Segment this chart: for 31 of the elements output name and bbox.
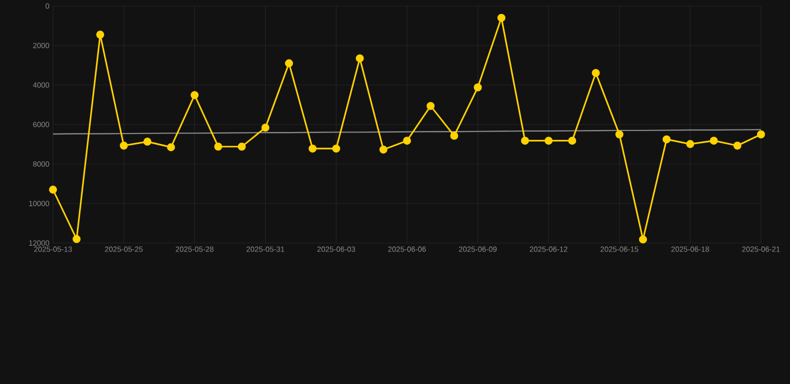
point xyxy=(143,138,152,146)
point xyxy=(190,91,199,100)
point xyxy=(521,136,529,145)
point xyxy=(639,235,647,244)
point xyxy=(710,136,718,145)
point xyxy=(450,132,458,140)
point xyxy=(356,54,364,62)
point xyxy=(379,146,388,154)
point xyxy=(214,142,222,151)
point xyxy=(96,30,104,39)
point xyxy=(474,83,482,92)
point xyxy=(497,14,506,22)
point xyxy=(238,142,246,151)
point xyxy=(120,142,128,150)
point xyxy=(686,140,694,148)
point xyxy=(49,186,57,194)
point xyxy=(332,144,340,153)
point xyxy=(285,59,293,68)
point xyxy=(167,143,176,152)
point xyxy=(261,124,270,132)
point xyxy=(403,136,411,145)
point xyxy=(615,130,624,138)
point xyxy=(544,136,553,145)
point xyxy=(733,142,742,150)
point xyxy=(426,102,435,110)
point xyxy=(592,68,600,77)
point xyxy=(308,144,317,153)
point xyxy=(757,130,765,138)
point xyxy=(662,135,671,144)
point xyxy=(72,235,81,244)
point xyxy=(568,136,576,145)
